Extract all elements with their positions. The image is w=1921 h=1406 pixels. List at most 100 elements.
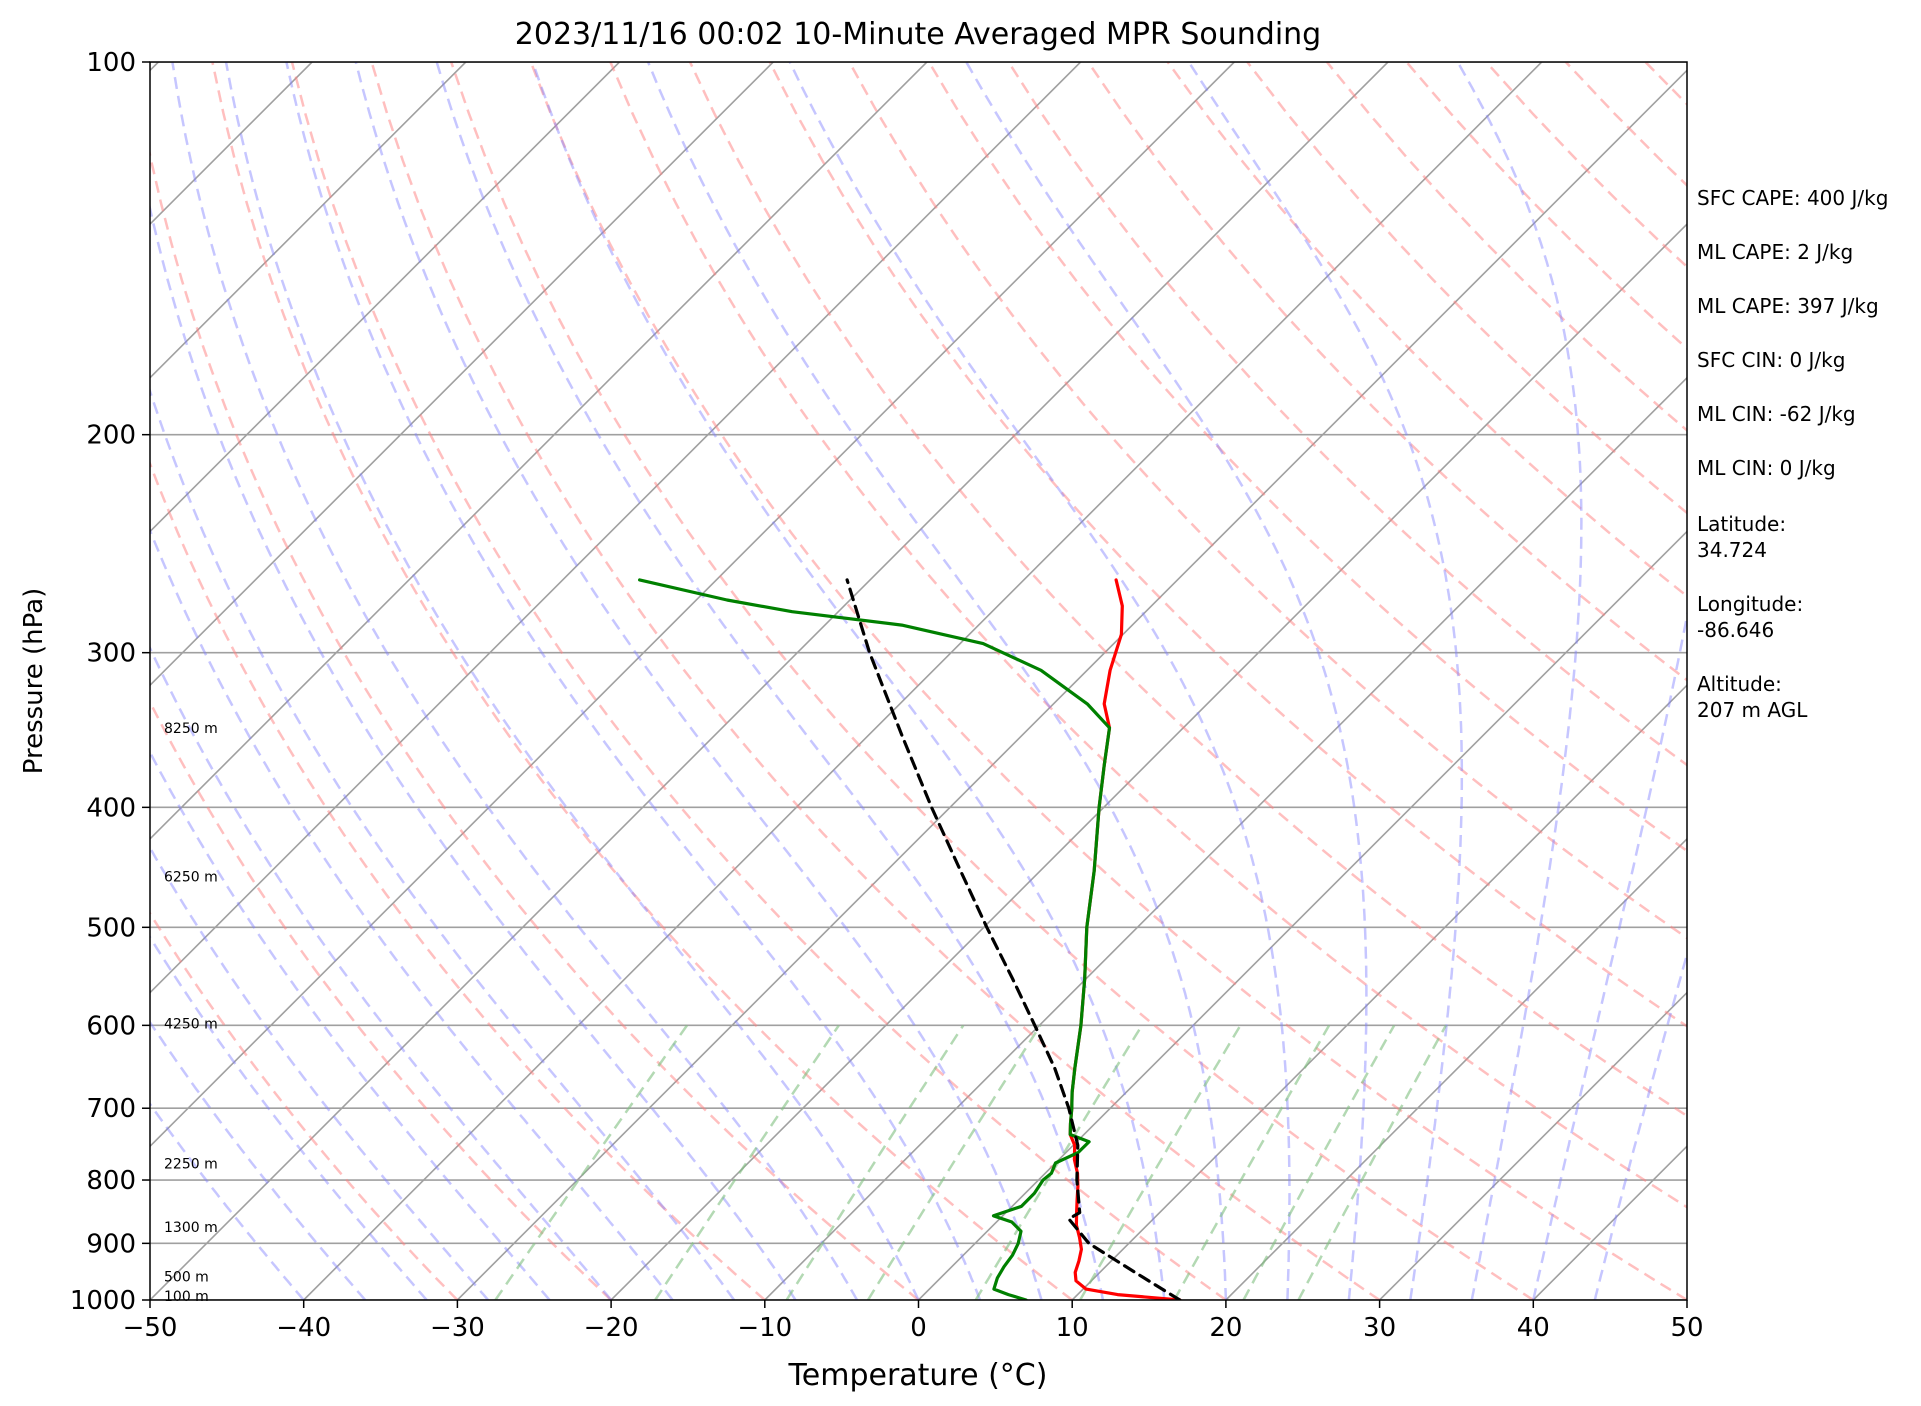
annotation-text: Altitude: 207 m AGL (1697, 672, 1808, 722)
moist-adiabat-line (1456, 62, 1583, 1300)
dry-adiabat-line (150, 699, 612, 1300)
annotation-text: ML CIN: 0 J/kg (1697, 456, 1836, 480)
y-tick-label: 700 (86, 1094, 136, 1124)
dry-adiabat-line (150, 911, 459, 1300)
mixing-ratio-line (654, 1024, 840, 1300)
isotherm-line (150, 62, 1389, 1300)
y-tick-label: 100 (86, 48, 136, 78)
moist-adiabat-line (965, 62, 1368, 1300)
moist-adiabat-line (531, 62, 1166, 1300)
moist-adiabat-line (150, 749, 551, 1300)
mixing-ratio-lines (494, 1024, 1447, 1300)
isotherm-line (1071, 684, 1687, 1300)
y-tick-label: 600 (86, 1011, 136, 1041)
isotherm-gridlines (150, 62, 1687, 1300)
y-axis-label: Pressure (hPa) (19, 588, 49, 775)
x-axis-ticks: −50 −40 −30 −20 −10 0 10 20 30 40 50 (123, 1300, 1704, 1343)
x-tick-label: 50 (1670, 1313, 1703, 1343)
x-tick-label: 30 (1363, 1313, 1396, 1343)
isotherm-line (456, 69, 1687, 1300)
dry-adiabat-line (290, 62, 1227, 1300)
dry-adiabat-line (150, 148, 920, 1300)
mixing-ratio-line (785, 1024, 965, 1300)
mixing-ratio-line (1173, 1024, 1331, 1300)
isotherm-line (150, 62, 1235, 1148)
x-tick-label: 20 (1209, 1313, 1242, 1343)
isotherm-line (764, 376, 1687, 1300)
moist-adiabat-line (150, 845, 490, 1300)
dry-adiabat-line (768, 62, 1687, 1028)
moist-adiabat-line (435, 62, 1105, 1300)
x-tick-label: 0 (910, 1313, 927, 1343)
moist-adiabat-line (150, 1020, 367, 1300)
moist-adiabat-line (285, 62, 982, 1300)
annotation-text: ML CAPE: 2 J/kg (1697, 240, 1853, 264)
mixing-ratio-line (866, 1024, 1042, 1300)
y-tick-label: 500 (86, 913, 136, 943)
isotherm-line (917, 530, 1687, 1300)
x-tick-label: 10 (1056, 1313, 1089, 1343)
height-label: 1300 m (164, 1220, 218, 1236)
moist-adiabat-line (1593, 949, 1687, 1300)
y-tick-label: 400 (86, 793, 136, 823)
isotherm-line (150, 62, 467, 379)
moist-adiabat-line (1532, 609, 1687, 1300)
mixing-ratio-line (1242, 1024, 1396, 1300)
y-tick-label: 1000 (70, 1286, 136, 1316)
dry-adiabat-line (688, 62, 1687, 1118)
moist-adiabat-line (150, 387, 736, 1300)
x-tick-label: −20 (584, 1313, 639, 1343)
annotation-text: SFC CAPE: 400 J/kg (1697, 186, 1888, 210)
plot-area (150, 62, 1687, 1300)
dry-adiabat-line (370, 62, 1381, 1300)
isotherm-line (303, 62, 1543, 1300)
isotherm-line (1379, 991, 1687, 1300)
x-tick-label: 40 (1517, 1313, 1550, 1343)
dry-adiabat-line (211, 62, 1073, 1300)
mixing-ratio-line (1079, 1024, 1242, 1300)
y-axis-ticks: 100 200 300 400 500 600 700 800 900 1000 (70, 48, 150, 1316)
dry-adiabat-line (150, 460, 766, 1300)
x-tick-label: −50 (123, 1313, 178, 1343)
annotation-text: ML CIN: -62 J/kg (1697, 402, 1856, 426)
isotherm-line (150, 62, 774, 687)
height-label: 8250 m (164, 721, 218, 737)
y-tick-label: 200 (86, 421, 136, 451)
y-tick-label: 300 (86, 639, 136, 669)
height-label: 6250 m (164, 870, 218, 886)
x-tick-label: −40 (276, 1313, 331, 1343)
isotherm-line (150, 62, 621, 533)
mixing-ratio-line (1297, 1024, 1447, 1300)
dry-adiabat-line (529, 62, 1687, 1300)
isotherm-line (610, 222, 1687, 1300)
dry-adiabat-line (1166, 62, 1687, 598)
isotherm-line (1225, 837, 1687, 1300)
dewpoint-line (638, 578, 1112, 1300)
annotation-text: ML CAPE: 397 J/kg (1697, 294, 1879, 318)
height-label: 2250 m (164, 1157, 218, 1173)
sounding-annotations: SFC CAPE: 400 J/kg ML CAPE: 2 J/kg ML CAPE… (1697, 186, 1888, 722)
dry-adiabat-line (927, 62, 1687, 853)
y-tick-label: 900 (86, 1229, 136, 1259)
isotherm-line (150, 62, 928, 841)
dry-adiabat-line (848, 62, 1687, 940)
moist-adiabat-line (224, 62, 920, 1300)
annotation-text: SFC CIN: 0 J/kg (1697, 348, 1845, 372)
dry-adiabat-line (609, 62, 1687, 1209)
x-tick-label: −10 (737, 1313, 792, 1343)
profile-lines (638, 578, 1182, 1300)
y-tick-label: 800 (86, 1166, 136, 1196)
dry-adiabat-line (450, 62, 1534, 1300)
moist-adiabat-line (646, 62, 1228, 1300)
dry-adiabats (150, 62, 1687, 1300)
height-label: 4250 m (164, 1017, 218, 1033)
x-axis-label: Temperature (°C) (788, 1358, 1048, 1393)
height-label: 500 m (164, 1269, 209, 1285)
mixing-ratio-line (494, 1024, 689, 1300)
moist-adiabat-line (1187, 62, 1464, 1300)
moist-adiabat-line (171, 62, 859, 1300)
x-tick-label: −30 (430, 1313, 485, 1343)
moist-adiabat-line (150, 934, 428, 1300)
moist-adiabat-line (150, 203, 797, 1300)
